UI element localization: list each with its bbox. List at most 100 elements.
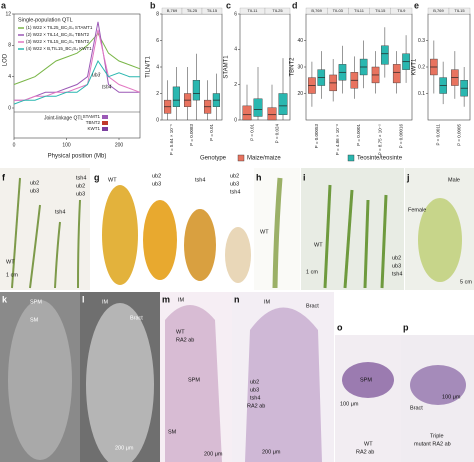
photo-label: tsh4 <box>230 189 240 195</box>
photo-label: 1 cm <box>6 272 18 278</box>
photo-label: SM <box>168 429 177 435</box>
group-label: B,769 <box>167 8 178 13</box>
panel-letter: h <box>256 172 262 182</box>
photo-label: 200 μm <box>115 445 134 451</box>
x-tick-label: 0 <box>13 142 16 148</box>
annotation: ub3 <box>92 72 101 78</box>
group-label: TIL15 <box>207 8 218 13</box>
group-header <box>390 7 413 15</box>
tissue <box>245 307 322 462</box>
y-axis-title: TILN/T1 <box>146 56 152 78</box>
joint-trait: TBNT2 <box>86 120 101 125</box>
y-axis-title: STAMT1 <box>224 55 230 79</box>
joint-marker <box>102 127 108 131</box>
x-tick-label: 100 <box>62 142 71 148</box>
p-value: P = 0.0011 <box>436 124 441 146</box>
y-tick-label: 6 <box>234 11 237 17</box>
y-axis-title: TBNT2 <box>290 57 296 77</box>
qtl-line <box>13 59 140 105</box>
photo-label: 5 cm <box>460 279 472 285</box>
joint-marker <box>102 121 108 125</box>
group-header <box>201 7 223 15</box>
p-value: P = 0.0005 <box>457 124 462 146</box>
p-value: P = 0.01 <box>209 124 214 141</box>
p-value: P = 8.75 × 10⁻⁵ <box>377 124 382 155</box>
photo-label: tsh4 <box>250 395 260 401</box>
photo-label: tsh4 <box>195 177 205 183</box>
panel-letter: n <box>234 294 240 304</box>
photo-label: SPM <box>360 377 372 383</box>
legend-title: Single-population QTL <box>18 17 73 23</box>
photo-label: ub3 <box>30 188 39 194</box>
ear <box>143 200 177 280</box>
photo-label: ub3 <box>152 181 161 187</box>
photo-label: WT <box>260 229 269 235</box>
photo-label: WT <box>176 329 185 335</box>
photo-label: tsh4 <box>55 209 65 215</box>
photo-label: ub2 <box>392 255 401 261</box>
ear <box>102 185 138 285</box>
group-label: B,769 <box>433 8 444 13</box>
p-value: P = 0.01 <box>250 124 255 141</box>
p-value: P = 4.86 × 10⁻⁸ <box>335 124 340 155</box>
panel-letter: k <box>2 294 8 304</box>
box <box>278 93 288 115</box>
y-tick-label: 0.3 <box>418 38 425 44</box>
photo-label: SPM <box>30 299 42 305</box>
x-axis-title: Physical position (Mb) <box>48 154 107 160</box>
photo-label: ub3 <box>76 191 85 197</box>
p-value: P = 0.00053 <box>314 124 319 149</box>
y-tick-label: 4 <box>234 47 237 53</box>
y-tick-label: 6 <box>156 38 159 44</box>
y-tick-label: 30 <box>297 64 303 70</box>
photo-label: ub2 <box>76 183 85 189</box>
y-tick-label: 0.1 <box>418 91 425 97</box>
y-tick-label: 4 <box>8 74 11 80</box>
y-tick-label: 8 <box>8 43 11 49</box>
y-tick-label: 12 <box>5 11 11 17</box>
joint-title: Joint-linkage QTL <box>44 115 83 121</box>
photo-label: WT <box>6 259 15 265</box>
qtl-line <box>14 29 141 101</box>
photo-label: ub2 <box>230 173 239 179</box>
box <box>253 98 263 117</box>
box <box>392 64 401 84</box>
photo-label: ub3 <box>250 387 259 393</box>
joint-trait: KWT1 <box>87 126 100 131</box>
y-tick-label: 20 <box>297 91 303 97</box>
group-label: TIL15 <box>375 8 386 13</box>
photo-label: Bract <box>410 405 423 411</box>
legend-label: Teosinte/teosinte <box>357 156 403 162</box>
joint-trait: STAMT1 <box>83 114 101 119</box>
photo-label: SPM <box>188 377 200 383</box>
group-label: TIL03 <box>333 8 344 13</box>
photo-f <box>0 168 90 290</box>
tassel <box>418 198 462 282</box>
sem <box>8 300 72 460</box>
p-value: P = 0.00016 <box>399 124 404 149</box>
photo-label: IM <box>264 299 271 305</box>
box <box>192 80 201 101</box>
legend-title: Genotype <box>200 156 227 162</box>
group-header <box>264 7 291 15</box>
box <box>242 105 252 121</box>
panel-letter: a <box>1 0 7 10</box>
box <box>267 107 277 121</box>
group-label: TIL11 <box>354 8 365 13</box>
group-label: TIL25 <box>187 8 198 13</box>
photo-label: Male <box>448 177 460 183</box>
panel-letter: f <box>2 172 6 182</box>
panel-letter: l <box>82 294 85 304</box>
photo-o <box>335 335 401 462</box>
group-label: TIL25 <box>272 8 283 13</box>
shoots <box>323 184 388 289</box>
sem <box>86 303 154 462</box>
group-label: B,769 <box>311 8 322 13</box>
p-value: P = 5.64 × 10⁻⁵ <box>169 124 174 155</box>
y-tick-label: 0 <box>8 105 11 111</box>
qtl-line <box>13 32 141 85</box>
tissue <box>410 365 466 405</box>
panel-letter: m <box>162 294 170 304</box>
p-value: P = 0.0083 <box>189 124 194 146</box>
